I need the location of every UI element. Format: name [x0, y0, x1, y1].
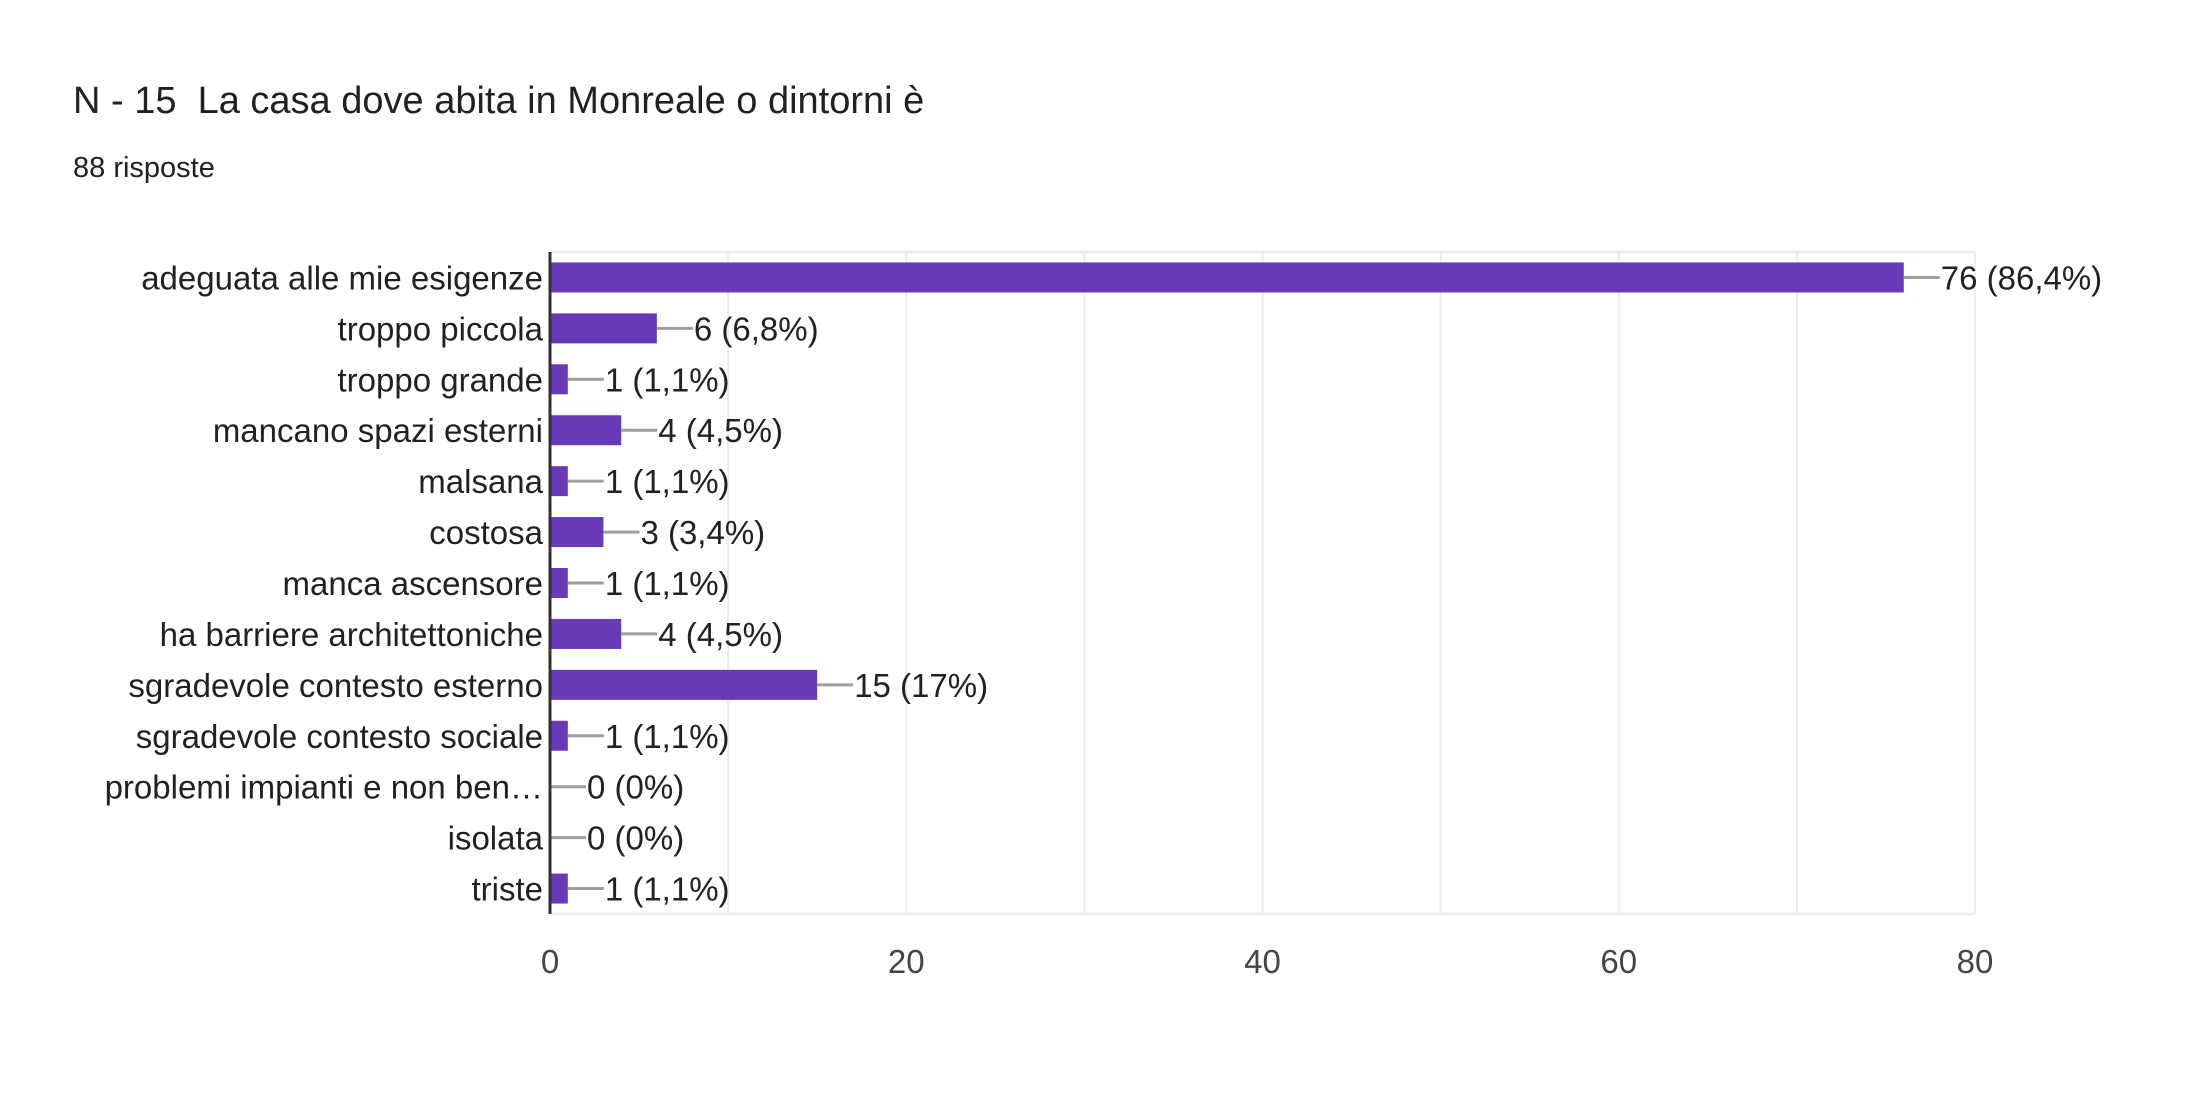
- category-label: troppo piccola: [338, 310, 544, 347]
- data-label: 1 (1,1%): [605, 718, 730, 755]
- data-label: 1 (1,1%): [605, 361, 730, 398]
- bar: [550, 720, 568, 751]
- data-label: 1 (1,1%): [605, 463, 730, 500]
- bar: [550, 313, 657, 344]
- category-label: costosa: [429, 514, 543, 551]
- category-label: triste: [471, 871, 543, 908]
- category-label: troppo grande: [338, 361, 544, 398]
- x-tick-label: 0: [541, 943, 559, 980]
- category-label: manca ascensore: [283, 565, 543, 602]
- data-label: 0 (0%): [587, 820, 684, 857]
- bar: [550, 669, 818, 700]
- chart-title: N - 15 La casa dove abita in Monreale o …: [73, 80, 925, 122]
- data-label: 76 (86,4%): [1941, 259, 2102, 296]
- data-label: 4 (4,5%): [658, 412, 783, 449]
- data-label: 3 (3,4%): [640, 514, 765, 551]
- data-label: 1 (1,1%): [605, 565, 730, 602]
- data-label: 6 (6,8%): [694, 310, 819, 347]
- x-tick-label: 20: [888, 943, 925, 980]
- bar: [550, 466, 568, 497]
- bar: [550, 415, 622, 446]
- category-label: mancano spazi esterni: [213, 412, 543, 449]
- bar: [550, 873, 568, 904]
- bar: [550, 517, 604, 548]
- category-label: malsana: [418, 463, 543, 500]
- category-label: problemi impianti e non ben…: [105, 769, 543, 806]
- category-label: sgradevole contesto sociale: [136, 718, 543, 755]
- data-label: 0 (0%): [587, 769, 684, 806]
- category-label: ha barriere architettoniche: [160, 616, 543, 653]
- x-tick-label: 40: [1244, 943, 1281, 980]
- x-tick-label: 80: [1957, 943, 1994, 980]
- category-label: sgradevole contesto esterno: [128, 667, 543, 704]
- bar: [550, 618, 622, 649]
- category-label: adeguata alle mie esigenze: [141, 259, 543, 296]
- bar: [550, 262, 1904, 293]
- category-label: isolata: [448, 820, 544, 857]
- data-label: 15 (17%): [854, 667, 988, 704]
- data-label: 4 (4,5%): [658, 616, 783, 653]
- data-label: 1 (1,1%): [605, 871, 730, 908]
- response-count: 88 risposte: [73, 152, 215, 184]
- x-tick-label: 60: [1600, 943, 1637, 980]
- bar: [550, 364, 568, 395]
- bar: [550, 568, 568, 598]
